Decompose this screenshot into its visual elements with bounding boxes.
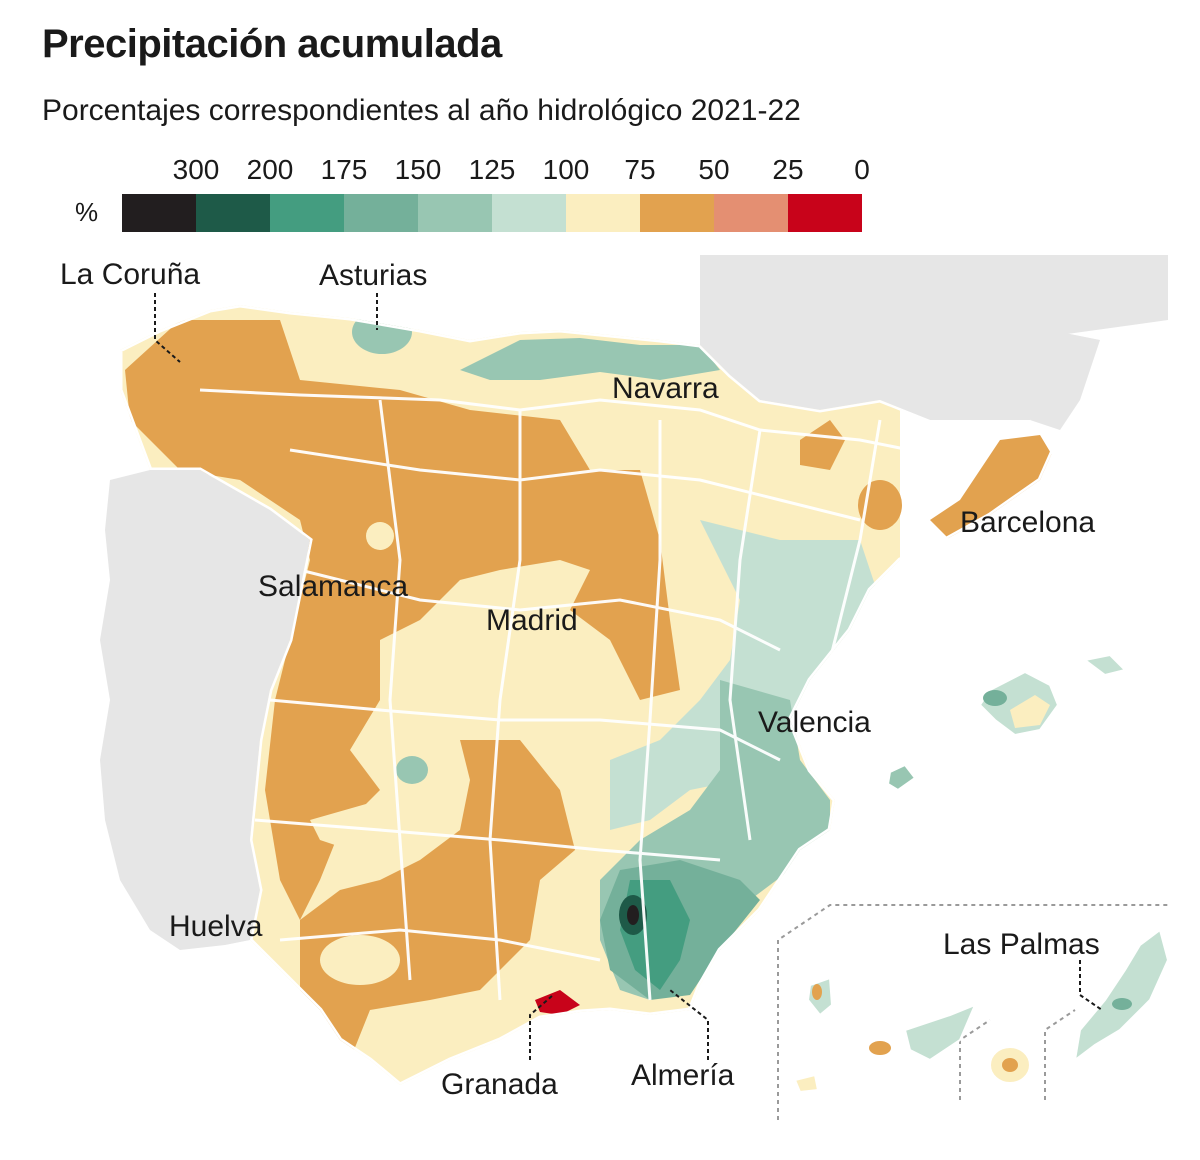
legend-swatch (344, 194, 418, 232)
legend-swatch (714, 194, 788, 232)
label-la-coruna: La Coruña (60, 258, 200, 291)
legend-swatch (640, 194, 714, 232)
label-granada: Granada (441, 1068, 558, 1101)
map-title: Precipitación acumulada (42, 22, 502, 66)
legend-tick: 0 (854, 154, 870, 185)
canary-islands-inset (777, 904, 1170, 1120)
leader-lines (154, 293, 1103, 1060)
label-asturias: Asturias (319, 259, 427, 292)
legend-tick: 175 (320, 154, 368, 185)
legend-swatch (566, 194, 640, 232)
legend-swatch (492, 194, 566, 232)
legend-tick: 75 (624, 154, 656, 185)
legend-color-bar (122, 194, 862, 232)
legend-swatch (122, 194, 196, 232)
legend-tick: 150 (394, 154, 442, 185)
label-barcelona: Barcelona (960, 506, 1095, 539)
legend-swatch (418, 194, 492, 232)
legend-tick: 125 (468, 154, 516, 185)
label-madrid: Madrid (486, 604, 578, 637)
label-valencia: Valencia (758, 706, 871, 739)
map-subtitle: Porcentajes correspondientes al año hidr… (42, 94, 801, 127)
legend-tick: 300 (172, 154, 220, 185)
label-salamanca: Salamanca (258, 570, 408, 603)
neighbor-land (100, 255, 1168, 950)
legend-tick: 50 (698, 154, 730, 185)
label-almeria: Almería (631, 1059, 735, 1092)
label-huelva: Huelva (169, 910, 263, 943)
legend-unit: % (75, 197, 99, 227)
legend-ticks: 300 200 175 150 125 100 75 50 25 0 (122, 154, 870, 190)
label-navarra: Navarra (612, 372, 719, 405)
label-las-palmas: Las Palmas (943, 928, 1100, 961)
balearic-islands (886, 653, 1127, 792)
legend-tick: 200 (246, 154, 294, 185)
legend-swatch (788, 194, 862, 232)
legend-tick: 25 (772, 154, 804, 185)
legend-tick: 100 (542, 154, 590, 185)
legend-swatch (196, 194, 270, 232)
legend-swatch (270, 194, 344, 232)
